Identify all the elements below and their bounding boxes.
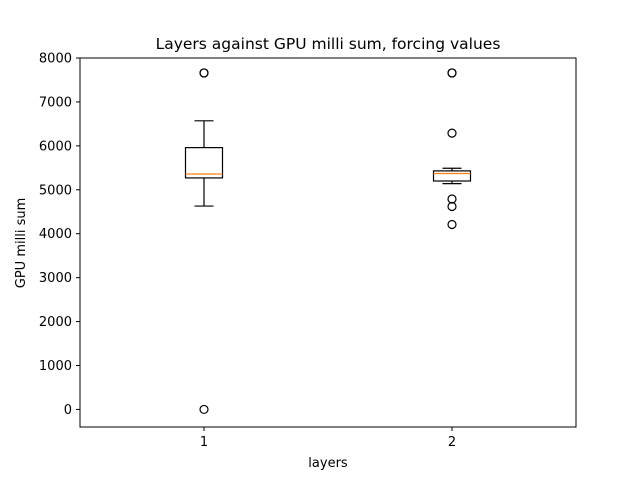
outlier-point-2-5 xyxy=(447,201,457,212)
x-tick-label-2: 2 xyxy=(448,435,456,450)
y-tick-label-2000: 2000 xyxy=(39,315,72,330)
y-tick-label-1000: 1000 xyxy=(39,359,72,374)
outlier-point-2-2 xyxy=(447,68,457,78)
outlier-point-1-3 xyxy=(199,404,209,415)
plot-area: 0 1000 2000 3000 4000 5000 6000 7000 8000 1 2 xyxy=(39,52,577,450)
outlier-point-2-3 xyxy=(447,128,457,138)
y-tick-label-7000: 7000 xyxy=(39,95,72,110)
y-tick-label-6000: 6000 xyxy=(39,139,72,154)
plot-frame xyxy=(79,57,577,428)
y-tick-label-5000: 5000 xyxy=(39,183,72,198)
box-1 xyxy=(184,147,224,179)
outlier-point-2-4 xyxy=(447,194,457,204)
box-2 xyxy=(432,170,472,182)
y-tick-label-0: 0 xyxy=(64,403,72,418)
outlier-point-1-2 xyxy=(199,68,209,78)
y-axis-label: GPU milli sum xyxy=(14,198,29,288)
outlier-point-2-6 xyxy=(447,219,457,230)
y-tick-label-3000: 3000 xyxy=(39,271,72,286)
x-axis-label: layers xyxy=(308,456,348,471)
y-tick-label-8000: 8000 xyxy=(39,52,72,67)
chart-title: Layers against GPU milli sum, forcing va… xyxy=(156,35,501,53)
x-tick-label-1: 1 xyxy=(200,435,208,450)
y-tick-label-4000: 4000 xyxy=(39,227,72,242)
